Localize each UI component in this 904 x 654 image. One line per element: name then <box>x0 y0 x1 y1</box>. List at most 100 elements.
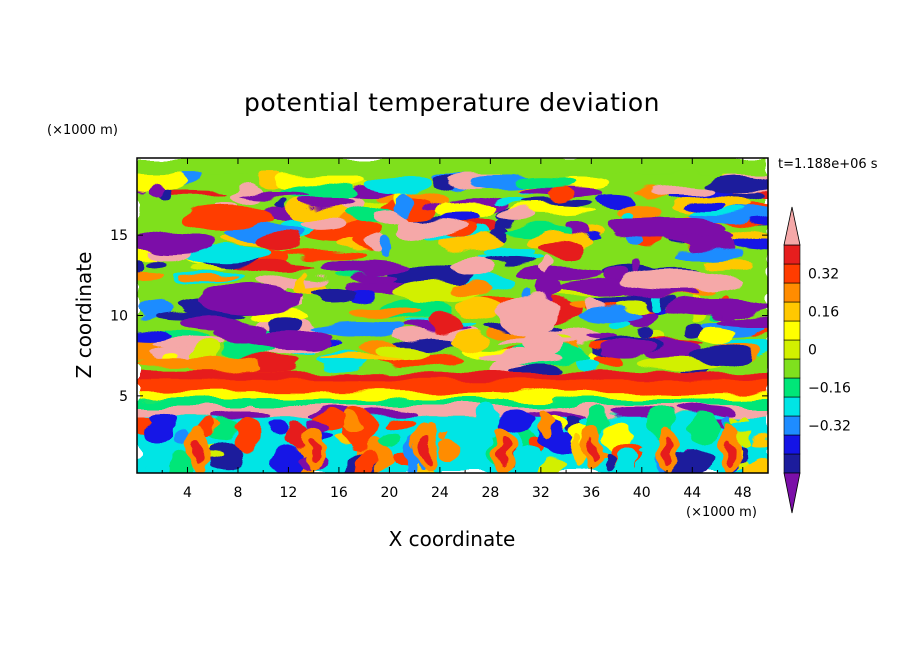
contour-patch <box>348 308 420 318</box>
y-tick-label: 10 <box>110 309 128 325</box>
contour-patch <box>433 421 447 433</box>
colorbar-extend-high <box>783 206 801 246</box>
contour-patch <box>533 275 563 300</box>
contour-patch <box>539 257 551 274</box>
colorbar-segment <box>783 320 801 341</box>
contour-patch <box>693 343 749 366</box>
contour-patch <box>680 201 726 212</box>
contour-patch <box>364 174 432 195</box>
x-tick-label: 20 <box>380 485 398 501</box>
colorbar-segment <box>783 415 801 436</box>
contour-patch <box>153 411 176 431</box>
contour-patch <box>233 415 260 453</box>
contour-patch <box>169 448 195 473</box>
contour-patch <box>607 217 728 238</box>
contour-patch <box>518 175 576 188</box>
contour-patch <box>477 402 501 441</box>
contour-patch <box>137 296 171 318</box>
contour-patch <box>377 345 430 360</box>
contour-patch <box>616 444 639 473</box>
contour-patch <box>493 198 528 205</box>
contour-patch <box>186 208 275 230</box>
contour-plume <box>725 438 736 467</box>
contour-patch <box>371 211 408 228</box>
colorbar-segment <box>783 434 801 455</box>
colorbar-segment <box>783 339 801 360</box>
x-axis: 4 8 12 16 20 24 28 32 36 40 44 48 <box>161 158 752 501</box>
contour-patch <box>687 325 707 336</box>
contour-patch <box>732 237 768 253</box>
contour-patch <box>316 355 405 363</box>
contour-patch <box>545 185 575 203</box>
colorbar-segment <box>783 282 801 303</box>
contour-patch <box>271 444 302 473</box>
contour-patch <box>498 293 559 338</box>
contour-patch <box>515 265 601 281</box>
contour-plume <box>586 438 597 467</box>
x-axis-title: X coordinate <box>389 527 516 551</box>
colorbar-tick-label: 0 <box>808 343 817 359</box>
y-tick-label: 5 <box>119 389 128 405</box>
contour-plume <box>195 438 206 467</box>
contour-patch <box>743 459 768 473</box>
contour-patch <box>717 316 768 328</box>
x-tick-label: 40 <box>633 485 651 501</box>
x-tick-label: 32 <box>532 485 550 501</box>
contour-patch <box>619 269 740 292</box>
colorbar-tick-label: −0.16 <box>808 381 851 397</box>
contour-patch <box>539 407 553 437</box>
contour-patch <box>688 413 720 445</box>
contour-patch <box>700 261 756 269</box>
contour-plume <box>422 438 433 467</box>
contour-patch <box>137 232 215 255</box>
contour-patch <box>312 288 356 302</box>
contour-patch <box>257 170 282 189</box>
contour-patch <box>521 199 592 206</box>
x-unit-label: (×1000 m) <box>686 505 757 520</box>
y-axis-title: Z coordinate <box>72 252 96 379</box>
contour-patch <box>448 282 494 297</box>
contour-field <box>137 158 768 473</box>
x-tick-label: 12 <box>280 485 298 501</box>
contour-patch <box>252 275 329 288</box>
contour-patch <box>182 316 243 331</box>
contour-patch <box>674 405 735 418</box>
contour-patch <box>296 196 357 210</box>
contour-patch <box>750 436 768 445</box>
contour-patch <box>512 446 541 473</box>
contour-patch <box>297 216 343 232</box>
contour-patch <box>604 454 616 471</box>
contour-patch <box>455 297 504 319</box>
contour-patch <box>265 317 304 335</box>
x-tick-label: 16 <box>330 485 348 501</box>
contour-patch <box>382 434 402 446</box>
colorbar-segment <box>783 263 801 284</box>
contour-patch <box>137 329 170 342</box>
colorbar-segment <box>783 377 801 398</box>
x-tick-label: 48 <box>734 485 752 501</box>
contour-patch <box>595 192 634 207</box>
contour-patch <box>495 208 536 223</box>
contour-patch <box>200 285 301 314</box>
contour-patch <box>236 190 311 198</box>
contour-patch <box>706 176 768 192</box>
contour-patch <box>295 271 307 295</box>
x-tick-label: 24 <box>431 485 449 501</box>
contour-patch <box>258 231 305 251</box>
contour-patch <box>137 261 147 275</box>
x-tick-label: 36 <box>582 485 600 501</box>
contour-patch <box>452 259 495 278</box>
contour-patch <box>609 322 631 330</box>
contour-patch <box>662 298 768 317</box>
colorbar-segment <box>783 244 801 265</box>
contour-patch <box>601 339 658 356</box>
contour-patch <box>137 169 188 191</box>
contour-patch <box>518 330 563 359</box>
contour-patch <box>319 258 410 277</box>
colorbar-segment <box>783 301 801 322</box>
contour-patch <box>600 267 627 282</box>
chart-title: potential temperature deviation <box>244 88 660 117</box>
contour-patch <box>570 436 583 469</box>
contour-plume <box>662 438 673 467</box>
colorbar: 0.32 0.16 0 −0.16 −0.32 <box>783 206 851 514</box>
